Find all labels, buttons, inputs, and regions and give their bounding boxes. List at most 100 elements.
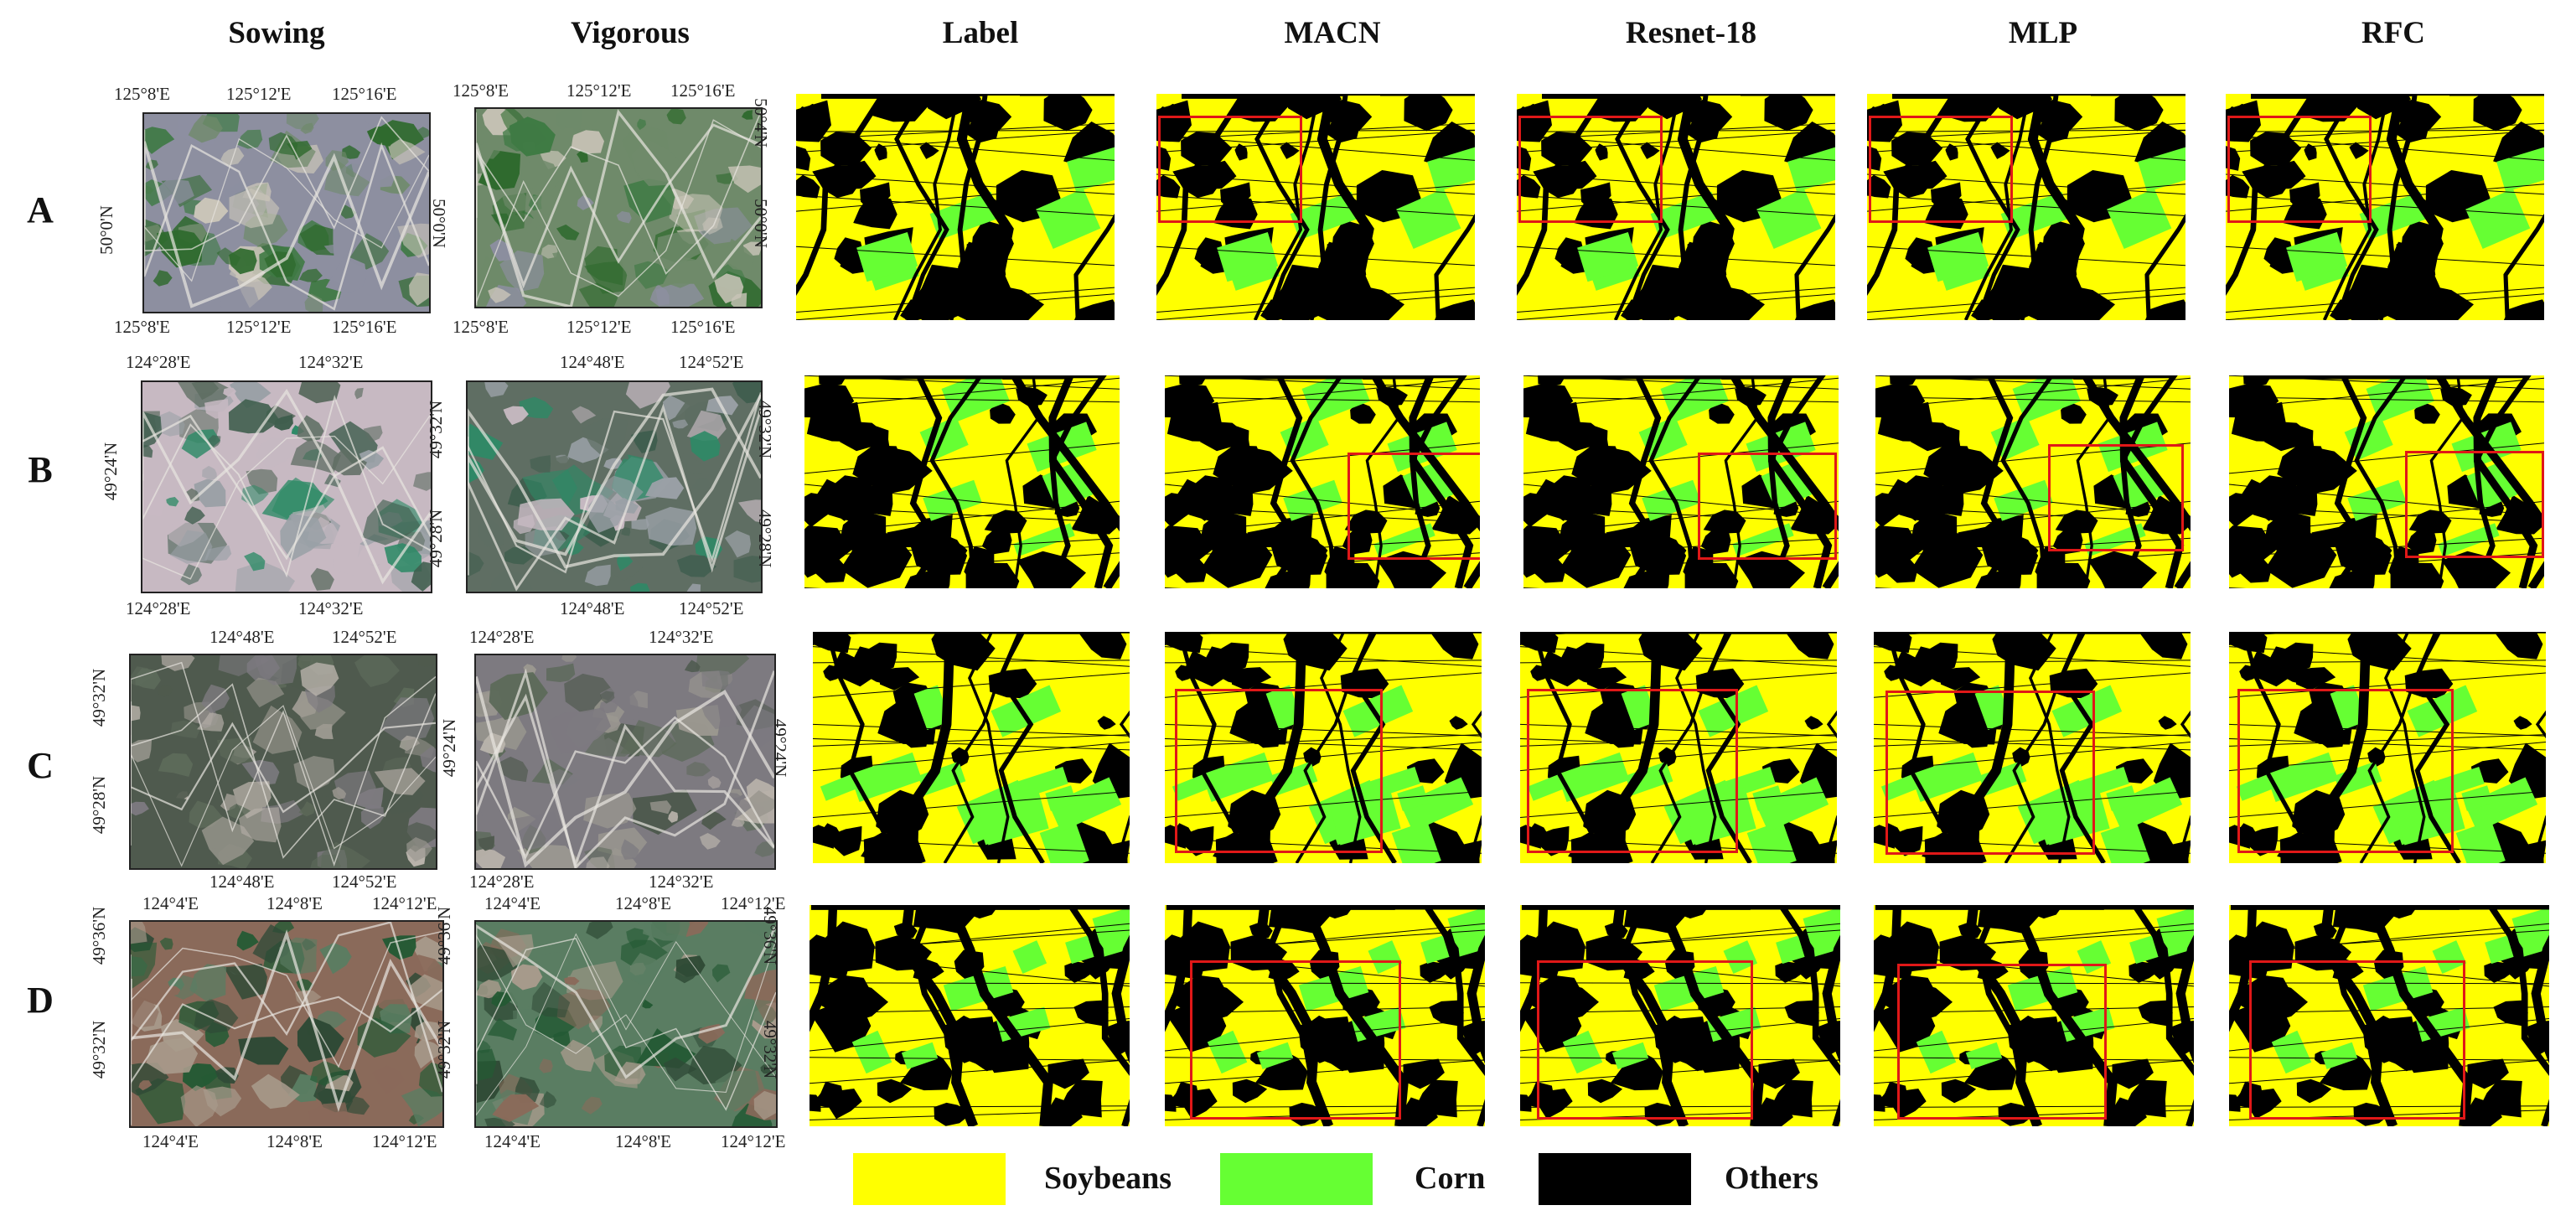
label-map-b [804,375,1120,588]
column-header-rfc: RFC [2361,16,2426,50]
coord-a-sowing-bottom-0: 125°8'E [114,317,171,337]
roi-box [1527,689,1738,853]
macn-map-c [1165,632,1482,863]
roi-box [1158,116,1302,223]
roi-box [1698,453,1837,560]
coord-b-vigorous-bottom-1: 124°52'E [679,598,744,618]
sowing-image-c [129,654,437,870]
coord-c-vigorous-top-0: 124°28'E [469,627,535,647]
coord-c-sowing-left-top: 49°32'N [89,668,110,727]
resnet18-map-c [1520,632,1837,863]
legend-swatch-corn [1220,1153,1373,1205]
coord-d-vigorous-right-bottom: 49°32'N [760,1020,781,1079]
coord-a-sowing-top-2: 125°16'E [332,84,397,104]
coord-c-sowing-top-0: 124°48'E [209,627,275,647]
coord-a-sowing-left: 50°0'N [96,205,116,255]
roi-box [1175,689,1383,853]
vigorous-image-d [474,920,778,1128]
macn-map-d [1165,905,1485,1126]
coord-d-vigorous-top-2: 124°12'E [721,893,786,913]
row-label-a: A [27,189,54,230]
coord-a-vigorous-right-top: 50°4'N [750,98,771,147]
coord-a-vigorous-bottom-2: 125°16'E [670,317,736,337]
coord-d-sowing-bottom-0: 124°4'E [142,1131,199,1151]
resnet18-map-a [1517,94,1835,320]
coord-a-sowing-bottom-1: 125°12'E [226,317,292,337]
sowing-image-d [129,920,444,1128]
coord-d-sowing-bottom-1: 124°8'E [266,1131,323,1151]
coord-d-vigorous-bottom-0: 124°4'E [484,1131,541,1151]
roi-box [2405,451,2544,558]
coord-c-vigorous-top-1: 124°32'E [649,627,714,647]
label-map-d [810,905,1130,1126]
rfc-map-d [2229,905,2549,1126]
mlp-map-d [1874,905,2194,1126]
column-header-macn: MACN [1284,16,1381,50]
coord-c-vigorous-bottom-1: 124°32'E [649,872,714,892]
column-header-sowing: Sowing [228,16,325,50]
coord-a-vigorous-right: 50°0'N [750,199,771,248]
roi-box [2249,960,2465,1120]
coord-d-sowing-left-bottom: 49°32'N [89,1020,110,1079]
coord-d-sowing-left-top: 49°36'N [89,906,110,965]
macn-map-b [1165,375,1480,588]
coord-d-vigorous-bottom-2: 124°12'E [721,1131,786,1151]
label-map-a [796,94,1115,320]
vigorous-image-c [474,654,776,870]
column-header-vigorous: Vigorous [571,16,690,50]
sowing-image-a [142,112,431,313]
roi-box [1518,116,1663,223]
coord-d-vigorous-left-bottom: 49°32'N [434,1020,455,1079]
legend-label-corn: Corn [1415,1161,1486,1196]
coord-a-vigorous-bottom-1: 125°12'E [566,317,632,337]
coord-d-vigorous-top-1: 124°8'E [615,893,672,913]
coord-d-sowing-top-2: 124°12'E [372,893,437,913]
mlp-map-b [1875,375,2191,588]
coord-a-vigorous-top-0: 125°8'E [453,80,510,101]
column-header-label: Label [942,16,1019,50]
coord-a-vigorous-left: 50°0'N [428,199,449,248]
column-header-resnet18: Resnet-18 [1625,16,1757,50]
legend-swatch-others [1539,1153,1691,1205]
row-label-d: D [27,980,54,1021]
resnet18-map-d [1520,905,1840,1126]
coord-b-vigorous-right-top: 49°32'N [755,400,776,459]
roi-box [2227,116,2372,223]
mlp-map-c [1874,632,2191,863]
coord-c-vigorous-bottom-0: 124°28'E [469,872,535,892]
macn-map-a [1156,94,1475,320]
rfc-map-a [2226,94,2544,320]
coord-b-sowing-bottom-1: 124°32'E [298,598,364,618]
roi-box [1347,453,1480,560]
coord-d-sowing-bottom-2: 124°12'E [372,1131,437,1151]
coord-c-sowing-bottom-1: 124°52'E [332,872,397,892]
coord-b-vigorous-left-top: 49°32'N [426,400,447,459]
mlp-map-a [1867,94,2185,320]
legend-swatch-soybeans [853,1153,1006,1205]
coord-b-sowing-top-0: 124°28'E [126,352,191,372]
label-map-c [813,632,1130,863]
coord-c-sowing-left-bottom: 49°28'N [89,775,110,835]
sowing-image-b [141,380,432,593]
coord-b-vigorous-bottom-0: 124°48'E [560,598,625,618]
coord-b-vigorous-left-bottom: 49°28'N [426,509,447,568]
coord-d-sowing-top-1: 124°8'E [266,893,323,913]
roi-box [2048,444,2184,551]
roi-box [1897,964,2107,1120]
roi-box [1537,960,1753,1120]
coord-d-vigorous-right-top: 49°36'N [760,906,781,965]
coord-d-sowing-top-0: 124°4'E [142,893,199,913]
coord-b-vigorous-top-1: 124°52'E [679,352,744,372]
coord-b-vigorous-top-0: 124°48'E [560,352,625,372]
column-header-mlp: MLP [2008,16,2078,50]
coord-c-sowing-top-1: 124°52'E [332,627,397,647]
vigorous-image-a [474,107,763,308]
rfc-map-c [2229,632,2546,863]
coord-a-sowing-top-1: 125°12'E [226,84,292,104]
coord-c-vigorous-left: 49°24'N [439,718,460,778]
roi-box [1869,116,2013,223]
rfc-map-b [2229,375,2544,588]
coord-a-vigorous-bottom-0: 125°8'E [453,317,510,337]
coord-c-vigorous-right: 49°24'N [770,718,791,778]
roi-box [1885,691,2095,855]
